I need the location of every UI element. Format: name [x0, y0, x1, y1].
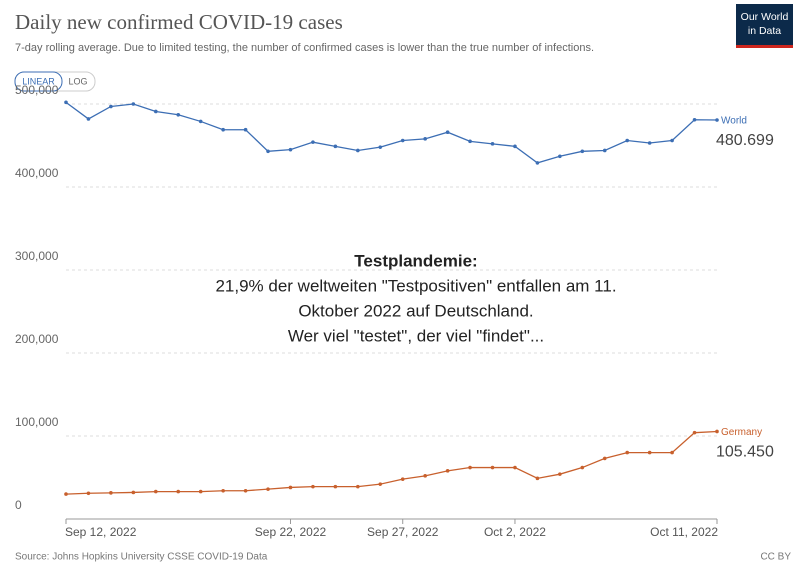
- point: [423, 137, 427, 141]
- point: [333, 144, 338, 149]
- x-tick-label: Sep 27, 2022: [367, 525, 439, 539]
- point: [580, 149, 585, 154]
- point: [356, 484, 360, 489]
- point: [468, 139, 472, 144]
- point: [198, 489, 203, 494]
- point: [153, 489, 158, 494]
- y-tick-label: 200,000: [15, 332, 59, 346]
- point: [490, 142, 495, 146]
- x-tick-label: Oct 2, 2022: [484, 525, 546, 539]
- point: [535, 161, 540, 165]
- point: [558, 472, 562, 476]
- point: [198, 119, 203, 124]
- x-tick-label: Oct 11, 2022: [650, 525, 718, 539]
- point: [86, 491, 91, 496]
- point: [602, 148, 607, 153]
- point: [266, 149, 270, 154]
- point: [288, 485, 293, 490]
- point: [558, 154, 562, 159]
- log-button-label[interactable]: LOG: [68, 76, 87, 86]
- point: [625, 450, 630, 455]
- point: [131, 490, 136, 495]
- point: [715, 429, 719, 434]
- point: [109, 104, 113, 109]
- annotation-line: Wer viel "testet", der viel "findet"...: [288, 326, 544, 345]
- point: [490, 465, 495, 470]
- point: [625, 138, 630, 143]
- point: [647, 141, 652, 145]
- point: [176, 112, 181, 117]
- series-line: [65, 430, 718, 495]
- y-tick-label: 300,000: [15, 249, 59, 263]
- annotation-line: 21,9% der weltweiten "Testpositiven" ent…: [215, 276, 616, 295]
- point: [221, 488, 225, 493]
- point: [266, 487, 270, 491]
- point: [513, 144, 517, 149]
- point: [64, 492, 68, 496]
- point: [580, 465, 585, 470]
- y-tick-label: 100,000: [15, 415, 59, 429]
- logo-bar: [736, 45, 793, 48]
- point: [378, 482, 383, 486]
- y-tick-label: 0: [15, 498, 22, 512]
- point: [378, 145, 383, 149]
- point: [243, 488, 248, 493]
- legend-label: Germany: [721, 427, 762, 438]
- annotation-title: Testplandemie:: [354, 251, 477, 270]
- point: [670, 450, 674, 455]
- license: CC BY: [760, 552, 791, 563]
- point: [64, 100, 68, 105]
- point: [513, 465, 517, 470]
- point: [400, 138, 405, 143]
- chart-title: Daily new confirmed COVID-19 cases: [15, 10, 343, 34]
- point: [221, 127, 225, 132]
- value-label: 105.450: [716, 444, 774, 461]
- x-tick-label: Sep 22, 2022: [255, 525, 327, 539]
- linear-button-label[interactable]: LINEAR: [22, 76, 55, 86]
- point: [131, 102, 136, 106]
- point: [602, 456, 607, 461]
- logo-text: Our World: [741, 11, 789, 23]
- series-line: [65, 101, 718, 164]
- legend-label: World: [721, 116, 747, 127]
- point: [692, 430, 697, 435]
- point: [670, 138, 674, 143]
- logo: [736, 4, 793, 48]
- point: [153, 109, 158, 114]
- point: [311, 484, 315, 489]
- logo-text: in Data: [748, 25, 781, 37]
- point: [243, 127, 248, 132]
- point: [400, 477, 405, 481]
- point: [86, 117, 91, 121]
- point: [333, 484, 338, 489]
- point: [715, 118, 719, 122]
- point: [176, 489, 181, 494]
- chart-subtitle: 7-day rolling average. Due to limited te…: [15, 42, 594, 54]
- point: [535, 476, 540, 481]
- value-label: 480.699: [716, 132, 774, 149]
- point: [468, 465, 472, 470]
- point: [445, 469, 450, 473]
- point: [356, 148, 360, 153]
- y-tick-label: 500,000: [15, 83, 59, 97]
- annotation-line: Oktober 2022 auf Deutschland.: [298, 301, 533, 320]
- point: [109, 491, 113, 495]
- point: [692, 117, 697, 122]
- x-tick-label: Sep 12, 2022: [65, 525, 137, 539]
- point: [423, 474, 427, 478]
- point: [445, 130, 450, 135]
- source: Source: Johns Hopkins University CSSE CO…: [15, 552, 268, 563]
- linear-button[interactable]: [14, 71, 63, 92]
- point: [311, 140, 315, 144]
- point: [647, 450, 652, 455]
- point: [288, 147, 293, 152]
- y-tick-label: 400,000: [15, 166, 59, 180]
